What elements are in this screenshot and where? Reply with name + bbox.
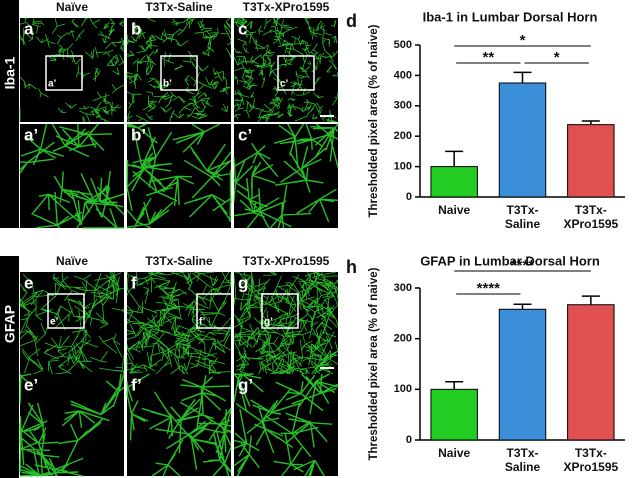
x-tick-label: T3Tx-Saline bbox=[505, 446, 541, 474]
panel-letter: c’ bbox=[238, 125, 252, 144]
y-tick-label: 300 bbox=[394, 282, 412, 294]
panel-letter: d bbox=[346, 11, 357, 31]
significance-label: * bbox=[554, 49, 560, 66]
y-tick-label: 500 bbox=[394, 39, 412, 51]
column-header: T3Tx-XPro1595 bbox=[243, 0, 330, 14]
x-tick-label: T3Tx-XPro1595 bbox=[563, 203, 618, 231]
cell-processes bbox=[19, 123, 125, 229]
column-header: Naïve bbox=[56, 254, 88, 268]
significance-label: ** bbox=[482, 49, 494, 66]
bar bbox=[498, 82, 547, 198]
cell-processes bbox=[19, 17, 125, 123]
error-bar bbox=[581, 295, 600, 305]
panel-letter: h bbox=[346, 257, 357, 277]
x-tick-label: T3Tx-XPro1595 bbox=[563, 446, 618, 474]
error-bar bbox=[445, 380, 464, 390]
error-bar bbox=[513, 303, 532, 310]
y-tick-label: 200 bbox=[394, 333, 412, 345]
significance-label: **** bbox=[511, 257, 535, 274]
panel-letter: f bbox=[131, 273, 137, 292]
cell-processes bbox=[126, 123, 232, 229]
cell-processes bbox=[126, 271, 232, 375]
inset-label: c’ bbox=[280, 79, 289, 90]
chart-title: GFAP in Lumbar Dorsal Horn bbox=[420, 253, 600, 268]
panel-letter: g bbox=[238, 273, 248, 292]
panel-letter: f’ bbox=[131, 375, 142, 394]
significance-label: **** bbox=[477, 280, 501, 297]
y-tick-label: 0 bbox=[406, 434, 412, 446]
cell-processes bbox=[233, 17, 339, 123]
inset-box bbox=[261, 293, 299, 329]
micrograph bbox=[127, 272, 231, 374]
error-bar bbox=[445, 150, 464, 167]
inset-box bbox=[277, 55, 315, 91]
panel-letter: b’ bbox=[131, 125, 146, 144]
bar bbox=[430, 388, 478, 441]
panel-letter: a bbox=[24, 19, 34, 38]
cell-processes bbox=[126, 373, 232, 477]
bar bbox=[498, 308, 547, 441]
panel-letter: a’ bbox=[24, 125, 38, 144]
error-bar bbox=[581, 120, 600, 125]
inset-box bbox=[45, 55, 83, 91]
cell-processes bbox=[19, 271, 125, 375]
panel-letter: c bbox=[238, 19, 247, 38]
panel-letter: e bbox=[24, 273, 33, 292]
y-tick-label: 300 bbox=[394, 100, 412, 112]
panel-letter: g’ bbox=[238, 375, 253, 394]
inset-label: e’ bbox=[50, 317, 59, 328]
x-tick-label: Naive bbox=[438, 446, 470, 460]
column-header: Naïve bbox=[56, 0, 88, 14]
inset-label: a’ bbox=[48, 79, 57, 90]
inset-label: f’ bbox=[199, 317, 206, 328]
y-tick-label: 100 bbox=[394, 161, 412, 173]
marker-label: GFAP bbox=[2, 305, 18, 343]
inset-label: b’ bbox=[163, 79, 172, 90]
inset-box bbox=[196, 293, 234, 329]
y-axis-label: Thresholded pixel area (% of naive) bbox=[368, 24, 380, 217]
marker-strip bbox=[0, 0, 19, 228]
y-tick-label: 400 bbox=[394, 69, 412, 81]
significance-label: * bbox=[520, 32, 526, 49]
micrograph bbox=[20, 18, 124, 122]
column-header: T3Tx-Saline bbox=[145, 0, 213, 14]
bar bbox=[567, 304, 615, 441]
cell-processes bbox=[233, 271, 339, 375]
marker-strip bbox=[0, 256, 19, 478]
marker-label: Iba-1 bbox=[2, 56, 18, 89]
panel-letter: e’ bbox=[24, 375, 38, 394]
chart-title: Iba-1 in Lumbar Dorsal Horn bbox=[423, 9, 598, 24]
inset-label: g’ bbox=[264, 317, 273, 328]
x-tick-label: T3Tx-Saline bbox=[505, 203, 541, 231]
cell-processes bbox=[233, 123, 339, 229]
y-axis-label: Thresholded pixel area (% of naive) bbox=[368, 267, 380, 460]
x-tick-label: Naive bbox=[438, 203, 470, 217]
panel-letter: b bbox=[131, 19, 141, 38]
inset-box bbox=[160, 55, 198, 91]
y-tick-label: 100 bbox=[394, 383, 412, 395]
error-bar bbox=[513, 71, 532, 83]
column-header: T3Tx-XPro1595 bbox=[243, 254, 330, 268]
inset-box bbox=[47, 293, 85, 329]
bar bbox=[567, 124, 615, 198]
cell-processes bbox=[126, 17, 232, 123]
y-tick-label: 0 bbox=[406, 191, 412, 203]
cell-processes bbox=[19, 373, 125, 477]
y-tick-label: 200 bbox=[394, 130, 412, 142]
cell-processes bbox=[233, 373, 339, 477]
bar bbox=[430, 166, 478, 198]
column-header: T3Tx-Saline bbox=[145, 254, 213, 268]
